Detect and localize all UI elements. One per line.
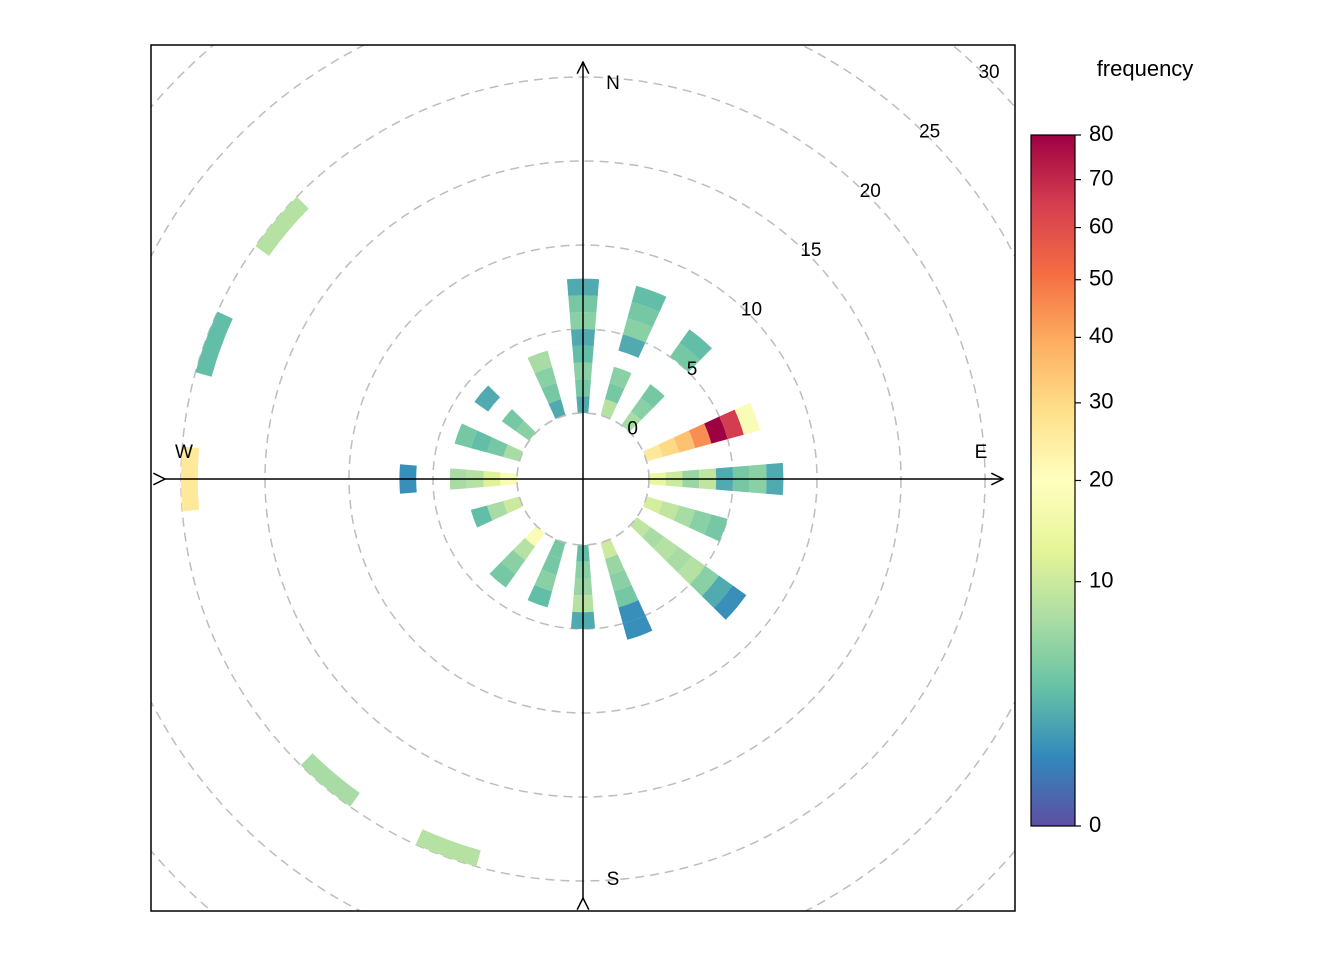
frequency-cell xyxy=(527,584,553,608)
colorbar-ticks: 0 10 20 30 40 50 60 70 80 xyxy=(1075,121,1113,837)
frequency-cell xyxy=(653,536,678,561)
axes: 0 5 10 15 20 25 30 N S E W xyxy=(165,62,1003,898)
frequency-cell xyxy=(701,575,733,608)
frequency-cell xyxy=(548,539,566,559)
frequency-cell xyxy=(688,509,712,535)
frequency-cell xyxy=(640,384,665,409)
frequency-cell xyxy=(641,526,665,549)
frequency-cell xyxy=(515,420,537,441)
ring-label: 10 xyxy=(741,300,762,321)
compass-label: W xyxy=(175,442,193,463)
frequency-cell xyxy=(474,385,501,412)
ring-label: 15 xyxy=(800,240,821,261)
frequency-cell xyxy=(524,525,545,547)
frequency-cell xyxy=(679,329,712,361)
colorbar-tick-label: 40 xyxy=(1089,323,1113,348)
ring-label: 0 xyxy=(627,418,638,439)
compass-label: E xyxy=(975,442,988,463)
frequency-cell xyxy=(609,366,632,389)
frequency-cell xyxy=(195,311,233,377)
colorbar-tick-label: 10 xyxy=(1089,568,1113,593)
frequency-cell xyxy=(489,561,516,588)
frequency-cell xyxy=(470,430,493,453)
frequency-cell xyxy=(704,416,728,444)
colorbar-tick-label: 70 xyxy=(1089,165,1113,190)
frequency-cell xyxy=(534,366,557,389)
colorbar-tick-label: 30 xyxy=(1089,389,1113,414)
ring-label: 25 xyxy=(919,121,940,142)
frequency-cell xyxy=(673,430,696,453)
frequency-cell xyxy=(415,829,481,867)
frame xyxy=(150,44,1016,912)
compass-label: N xyxy=(606,73,620,94)
frequency-cell xyxy=(630,397,653,421)
frequency-cell xyxy=(618,600,646,624)
frequency-cell xyxy=(613,584,639,608)
frequency-cell xyxy=(503,444,523,462)
ring-label: 30 xyxy=(978,62,999,83)
frequency-cell xyxy=(501,409,525,432)
frequency-cell xyxy=(541,382,562,404)
frequency-cell xyxy=(513,537,536,561)
frequency-cell xyxy=(734,402,761,435)
frequency-cell xyxy=(658,500,680,521)
frequency-cell xyxy=(688,423,712,449)
frequency-cell xyxy=(527,350,553,374)
frequency-cell xyxy=(673,505,696,528)
colorbar-tick-label: 0 xyxy=(1089,812,1101,837)
frequency-cell xyxy=(501,549,526,574)
colorbar-tick-label: 80 xyxy=(1089,121,1113,146)
frequency-cell xyxy=(713,585,747,620)
frequency-cell xyxy=(454,423,478,449)
frequency-cell xyxy=(604,382,625,404)
frequency-cell xyxy=(255,196,309,256)
frequency-cell xyxy=(629,517,651,538)
colorbar-tick-label: 50 xyxy=(1089,266,1113,291)
frequency-cell xyxy=(677,556,706,585)
ring-label: 5 xyxy=(687,359,698,380)
frequency-cell xyxy=(665,546,692,573)
frequency-cell xyxy=(719,409,744,440)
frequency-cell xyxy=(470,505,493,528)
frequency-cell xyxy=(627,301,660,328)
ring-label: 20 xyxy=(860,181,881,202)
frequency-cell xyxy=(669,343,701,373)
frequency-cell xyxy=(643,496,663,514)
frequency-cell xyxy=(541,554,562,576)
frequency-cell xyxy=(621,411,642,433)
colorbar-tick-label: 20 xyxy=(1089,466,1113,491)
frequency-cell xyxy=(486,437,508,458)
frequency-cell xyxy=(486,500,508,521)
frequency-cell xyxy=(609,569,632,592)
frequency-cell xyxy=(643,444,663,462)
frequency-cell xyxy=(689,565,719,597)
frequency-cell xyxy=(631,285,667,313)
frequency-cell xyxy=(622,615,653,640)
frequency-cell xyxy=(604,554,625,576)
frequency-cell xyxy=(600,399,618,419)
frequency-cell xyxy=(658,437,680,458)
legend-title: frequency xyxy=(1097,56,1194,81)
frequency-cell xyxy=(534,569,557,592)
frequency-cell xyxy=(704,514,728,542)
frequency-cell xyxy=(600,539,618,559)
frequency-cell xyxy=(300,753,360,807)
frequency-cell xyxy=(548,399,566,419)
colorbar-tick-label: 60 xyxy=(1089,213,1113,238)
frequency-cell xyxy=(503,496,523,514)
frequency-cell xyxy=(622,318,653,343)
colorbar xyxy=(1030,134,1076,827)
frequency-cell xyxy=(618,334,646,358)
compass-label: S xyxy=(607,869,620,890)
cells xyxy=(181,196,784,867)
